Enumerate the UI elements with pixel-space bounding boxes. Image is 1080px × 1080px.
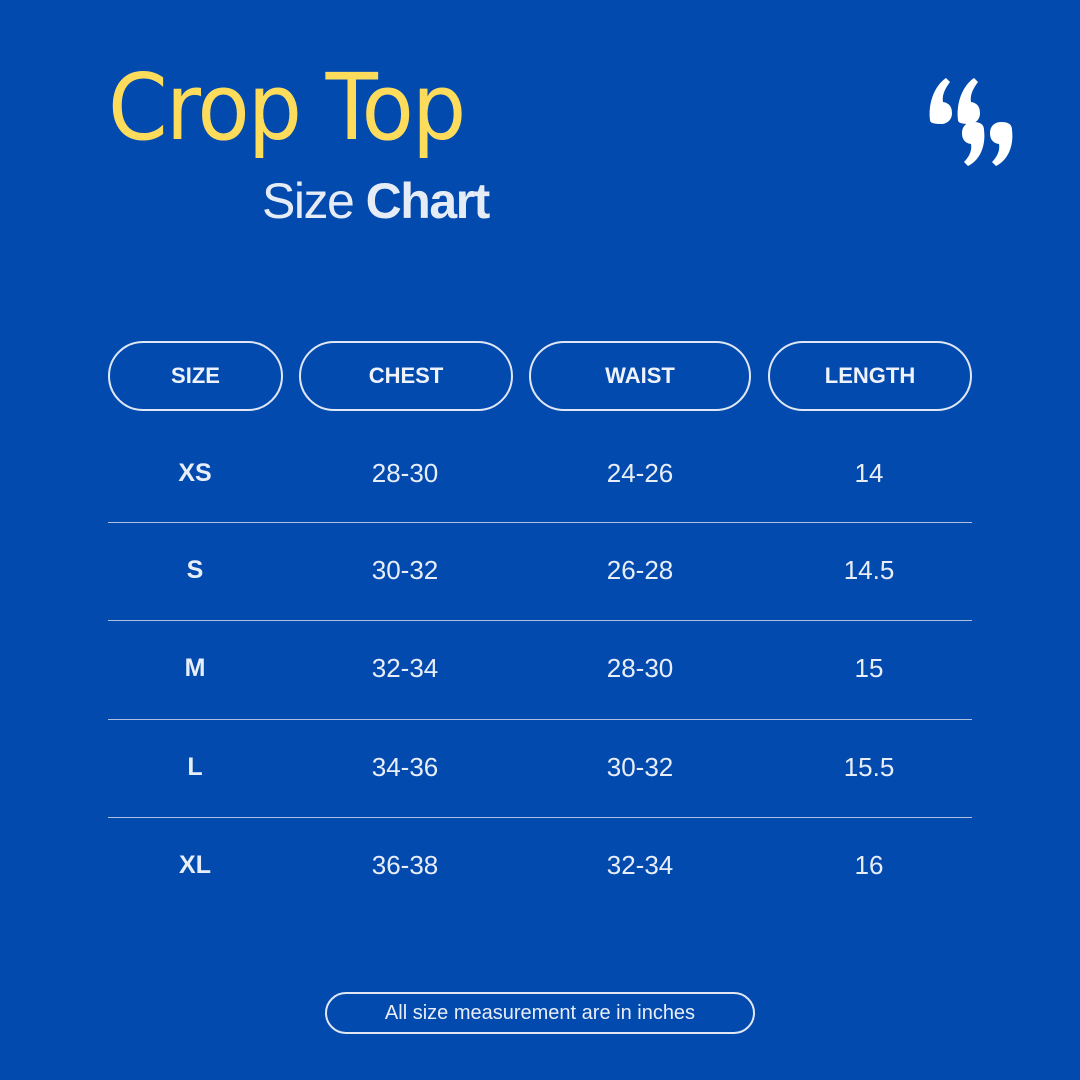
header-length: LENGTH <box>768 341 972 411</box>
row-divider <box>108 522 972 523</box>
cell-chest: 36-38 <box>371 850 439 880</box>
cell-length: 14 <box>854 458 884 488</box>
page-subtitle: Size Chart <box>262 173 491 229</box>
cell-chest: 30-32 <box>371 555 439 585</box>
subtitle-light: Size <box>262 173 355 229</box>
cell-waist: 32-34 <box>606 850 674 880</box>
footer-note: All size measurement are in inches <box>325 992 755 1034</box>
cell-waist: 28-30 <box>606 653 674 683</box>
cell-size: XL <box>179 851 211 879</box>
subtitle-bold: Chart <box>365 173 491 229</box>
header-waist: WAIST <box>529 341 751 411</box>
cell-length: 16 <box>854 850 884 880</box>
cell-chest: 28-30 <box>371 458 439 488</box>
cell-size: XS <box>178 459 212 487</box>
cell-waist: 26-28 <box>606 555 674 585</box>
page-title: Crop Top <box>108 54 466 161</box>
cell-chest: 32-34 <box>371 653 439 683</box>
row-divider <box>108 719 972 720</box>
row-divider <box>108 620 972 621</box>
cell-length: 15 <box>854 653 884 683</box>
cell-length: 15.5 <box>843 752 895 782</box>
cell-size: M <box>184 654 206 682</box>
cell-size: S <box>186 556 204 584</box>
header-chest: CHEST <box>299 341 513 411</box>
cell-length: 14.5 <box>843 555 895 585</box>
cell-size: L <box>187 753 203 781</box>
quote-marks-icon <box>929 78 1013 166</box>
row-divider <box>108 817 972 818</box>
cell-chest: 34-36 <box>371 752 439 782</box>
header-size: SIZE <box>108 341 283 411</box>
cell-waist: 24-26 <box>606 458 674 488</box>
cell-waist: 30-32 <box>606 752 674 782</box>
